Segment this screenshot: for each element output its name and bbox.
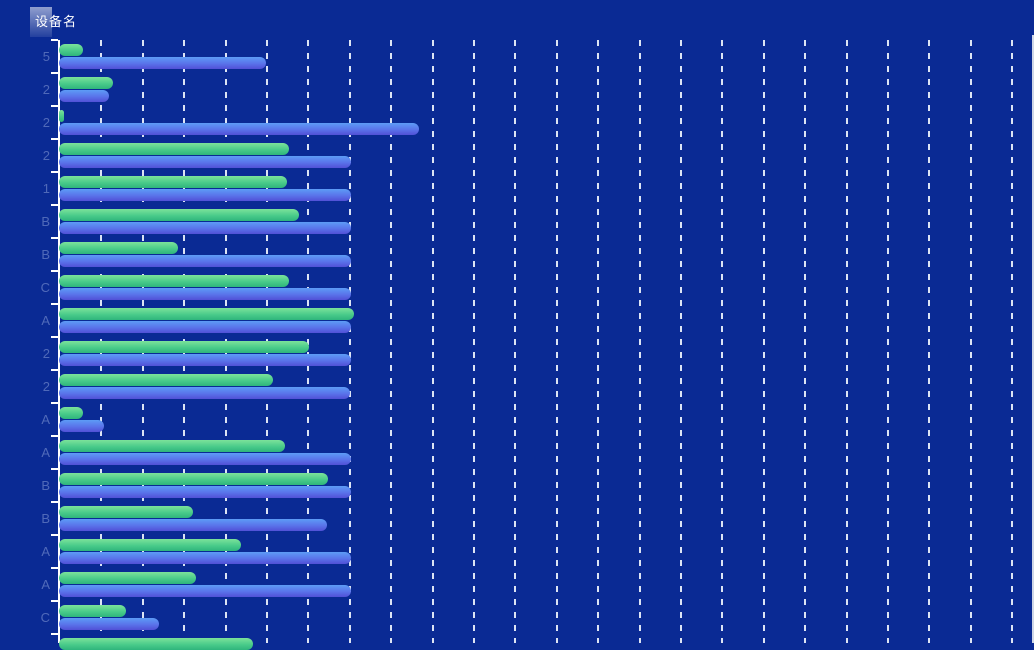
y-axis-label: 2 [42, 114, 50, 130]
x-gridline [514, 40, 516, 643]
bar-green[interactable] [59, 77, 113, 89]
y-axis-tick [51, 204, 58, 206]
bar-blue[interactable] [59, 618, 159, 630]
x-gridline [680, 40, 682, 643]
bar-blue[interactable] [59, 288, 351, 300]
y-axis-tick [51, 237, 58, 239]
x-gridline [846, 40, 848, 643]
y-axis-tick [51, 402, 58, 404]
bar-green[interactable] [59, 572, 196, 584]
bar-blue[interactable] [59, 420, 104, 432]
x-gridline [887, 40, 889, 643]
y-axis-label: 2 [42, 81, 50, 97]
bar-blue[interactable] [59, 189, 351, 201]
x-gridline [349, 40, 351, 643]
bar-green[interactable] [59, 407, 83, 419]
bar-green[interactable] [59, 44, 83, 56]
bar-green[interactable] [59, 440, 285, 452]
bar-green[interactable] [59, 242, 178, 254]
y-axis-label: 2 [42, 345, 50, 361]
y-axis-tick [51, 534, 58, 536]
bar-blue[interactable] [59, 486, 351, 498]
x-gridline [639, 40, 641, 643]
y-axis-label: B [41, 477, 50, 493]
bar-green[interactable] [59, 539, 241, 551]
x-gridline [307, 40, 309, 643]
bar-green[interactable] [59, 638, 253, 650]
title-highlight-block [30, 7, 52, 37]
y-axis-tick [51, 468, 58, 470]
x-gridline [970, 40, 972, 643]
bar-blue[interactable] [59, 222, 351, 234]
y-axis-tick [51, 600, 58, 602]
x-gridline [473, 40, 475, 643]
bar-green[interactable] [59, 605, 126, 617]
y-axis-label: B [41, 246, 50, 262]
bar-green[interactable] [59, 341, 309, 353]
y-axis-label: 5 [42, 48, 50, 64]
y-axis-tick [51, 633, 58, 635]
x-gridline [432, 40, 434, 643]
bar-blue[interactable] [59, 57, 266, 69]
y-axis-tick [51, 39, 58, 41]
bar-blue[interactable] [59, 354, 351, 366]
bar-green[interactable] [59, 275, 289, 287]
bar-blue[interactable] [59, 321, 351, 333]
y-axis-label: A [41, 444, 50, 460]
x-gridline [763, 40, 765, 643]
y-axis-label: 1 [42, 180, 50, 196]
y-axis-tick [51, 303, 58, 305]
x-gridline [721, 40, 723, 643]
vertical-scrollbar[interactable] [1032, 35, 1034, 643]
y-axis-tick [51, 369, 58, 371]
y-axis-label: B [41, 213, 50, 229]
y-axis-tick [51, 72, 58, 74]
y-axis-tick [51, 171, 58, 173]
y-axis-label: B [41, 510, 50, 526]
y-axis-tick [51, 435, 58, 437]
x-gridline [597, 40, 599, 643]
x-gridline [556, 40, 558, 643]
y-axis-label: C [40, 279, 50, 295]
y-axis-tick [51, 567, 58, 569]
bar-blue[interactable] [59, 90, 109, 102]
bar-blue[interactable] [59, 552, 351, 564]
y-axis-label: A [41, 576, 50, 592]
bar-blue[interactable] [59, 255, 351, 267]
bar-blue[interactable] [59, 387, 350, 399]
bar-green[interactable] [59, 110, 64, 122]
x-gridline [804, 40, 806, 643]
y-axis-label: 2 [42, 147, 50, 163]
y-axis-label: A [41, 312, 50, 328]
bar-blue[interactable] [59, 453, 351, 465]
y-axis-tick [51, 105, 58, 107]
bar-blue[interactable] [59, 156, 351, 168]
y-axis-label: 2 [42, 378, 50, 394]
y-axis-tick [51, 138, 58, 140]
bar-green[interactable] [59, 374, 273, 386]
x-gridline [390, 40, 392, 643]
y-axis-tick [51, 336, 58, 338]
bar-green[interactable] [59, 176, 287, 188]
bar-green[interactable] [59, 506, 193, 518]
x-gridline [1011, 40, 1013, 643]
bar-blue[interactable] [59, 585, 351, 597]
bar-green[interactable] [59, 209, 299, 221]
bar-green[interactable] [59, 308, 354, 320]
y-axis-title: 设备名 [35, 14, 78, 29]
bar-blue[interactable] [59, 519, 327, 531]
y-axis-label: A [41, 411, 50, 427]
y-axis-tick [51, 270, 58, 272]
y-axis-label: A [41, 543, 50, 559]
bar-blue[interactable] [59, 123, 419, 135]
bar-green[interactable] [59, 143, 289, 155]
y-axis-tick [51, 501, 58, 503]
bar-green[interactable] [59, 473, 328, 485]
x-gridline [928, 40, 930, 643]
y-axis-label: C [40, 609, 50, 625]
